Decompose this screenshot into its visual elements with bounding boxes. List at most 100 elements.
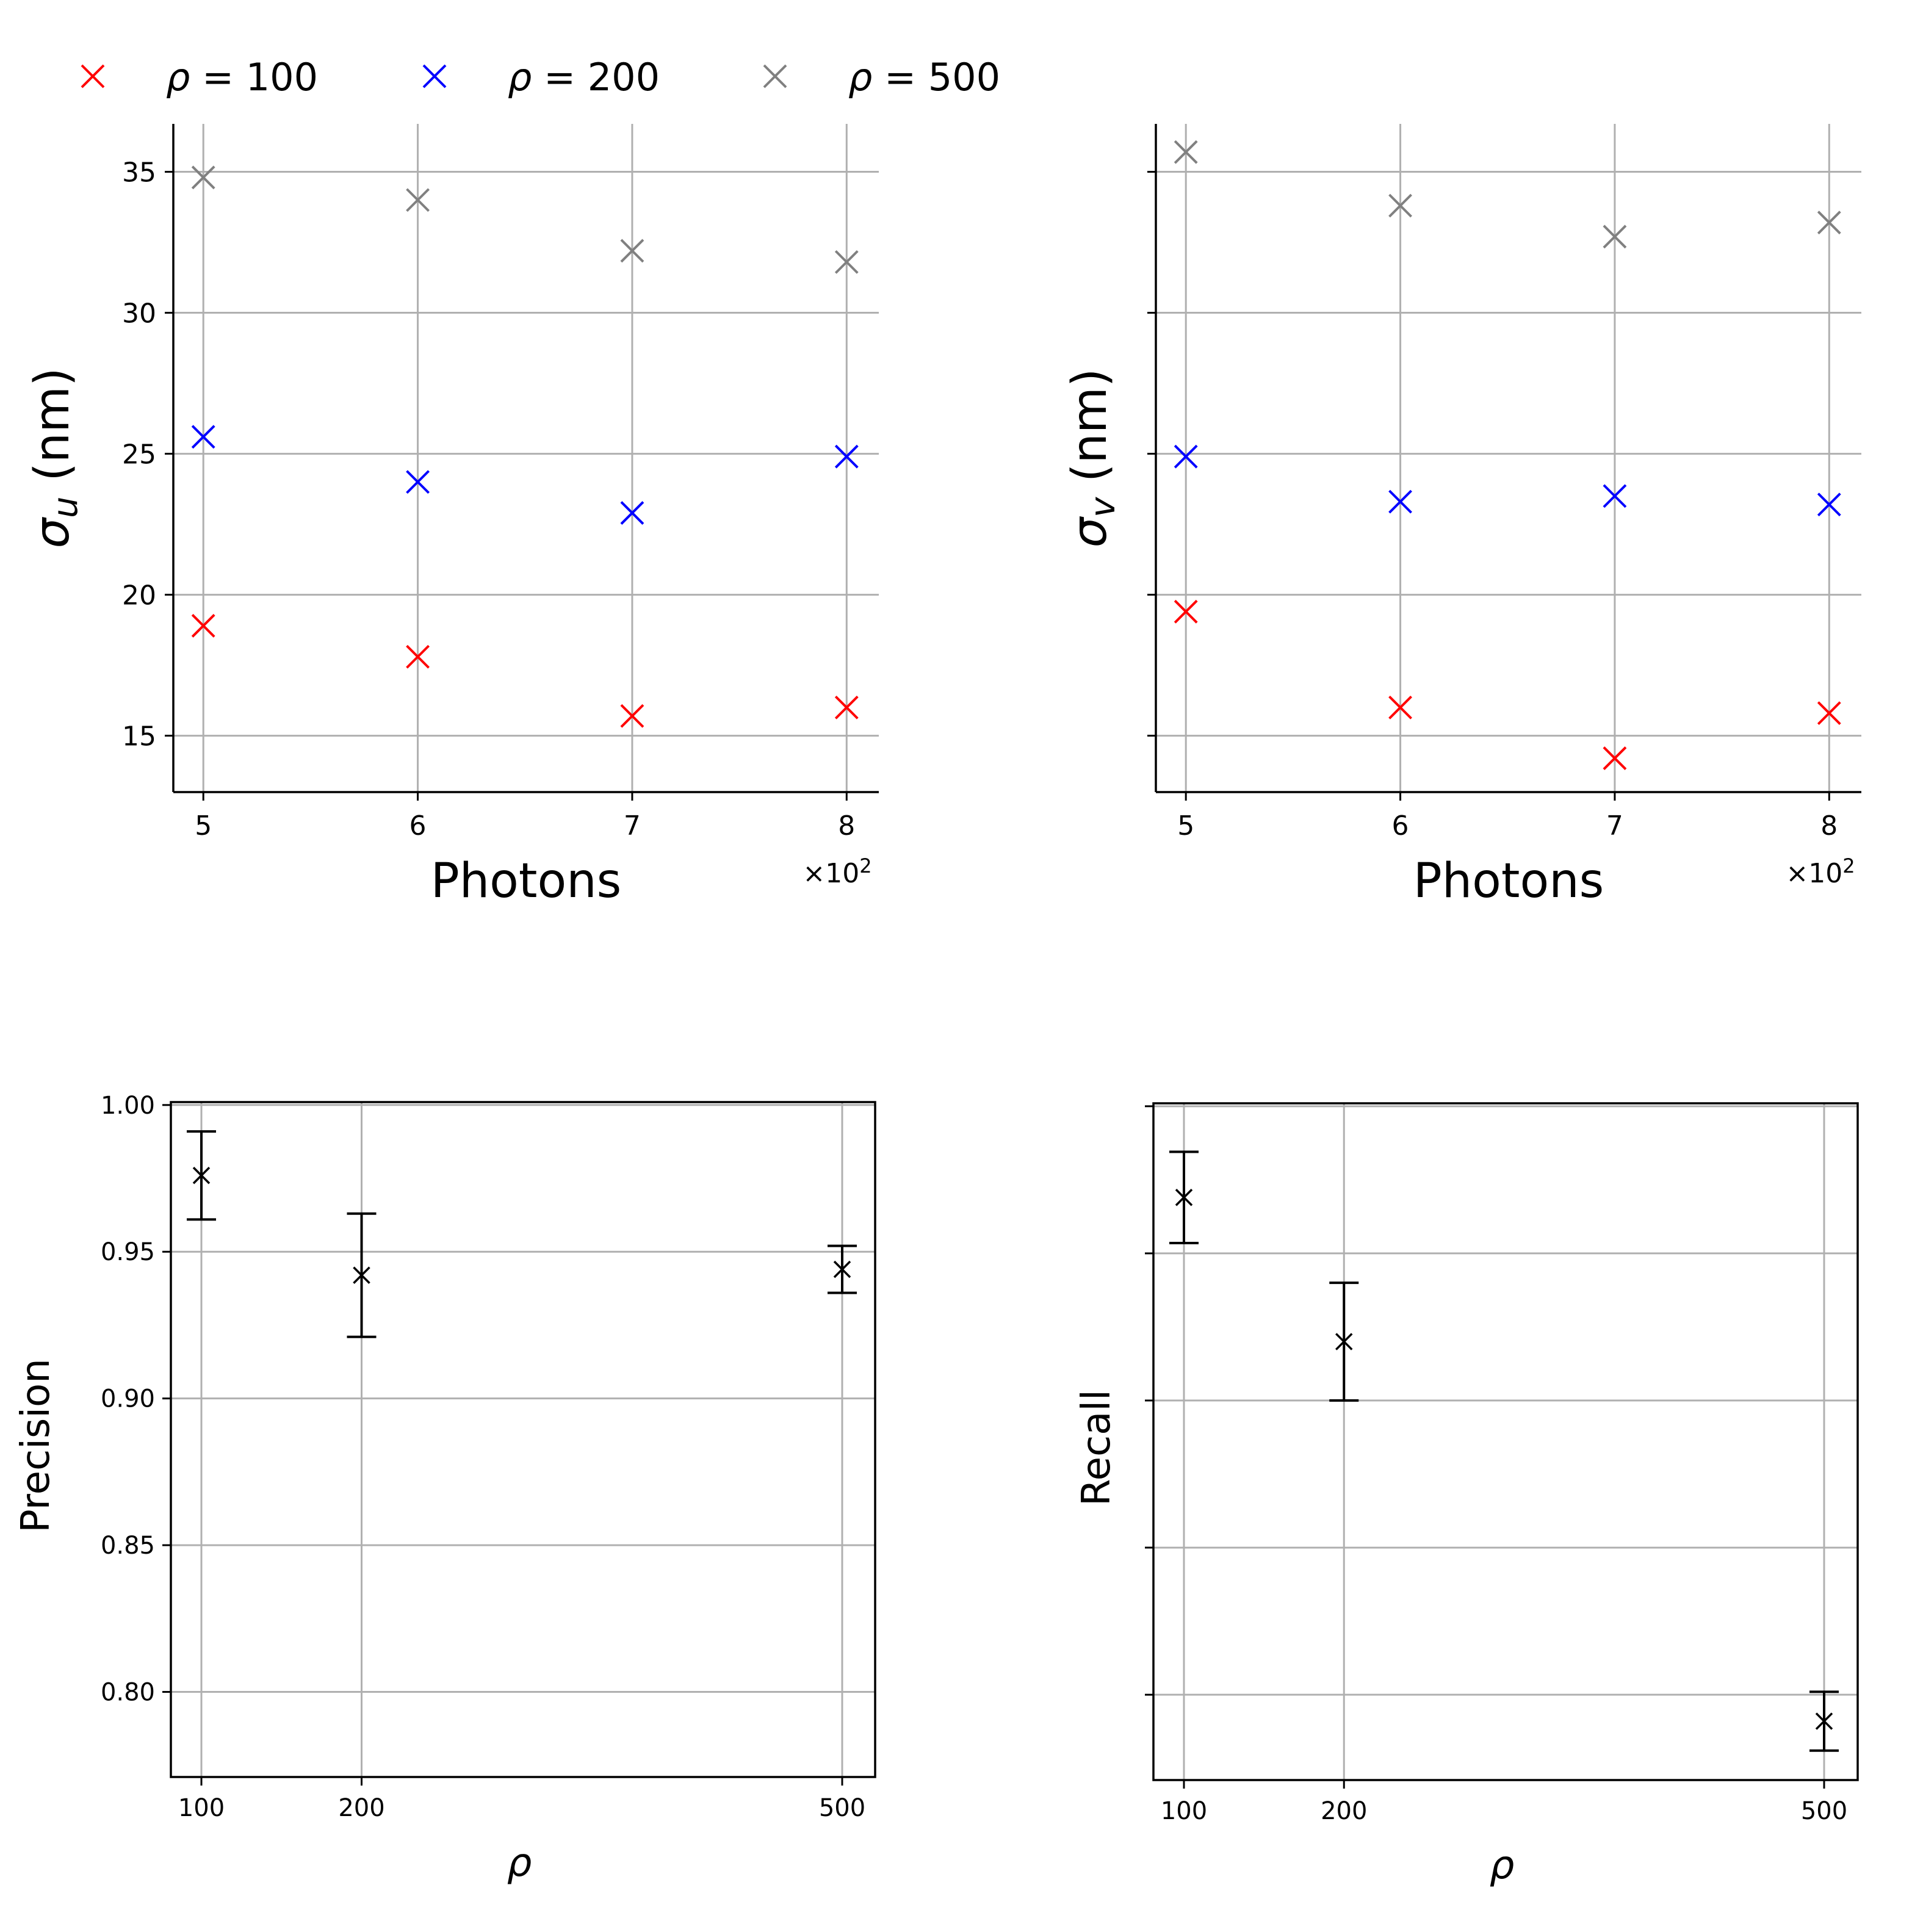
data-point — [1174, 140, 1198, 164]
x-tick-label: 6 — [1392, 810, 1409, 842]
legend-entry: ρ = 500 — [763, 55, 1000, 99]
marker-stroke — [834, 695, 859, 719]
y-tick-label: 20 — [122, 580, 156, 611]
y-tick-label: 30 — [122, 298, 156, 330]
x-tick-label: 200 — [338, 1794, 384, 1822]
y-tick-label: 0.85 — [101, 1532, 155, 1560]
data-point — [834, 695, 859, 719]
y-tick-label: 35 — [122, 157, 156, 189]
x-tick-label: 7 — [1606, 810, 1623, 842]
data-point — [1603, 746, 1627, 770]
plot-frame — [170, 1101, 876, 1778]
y-axis-label: σv (nm) — [1062, 369, 1123, 548]
x-tick-label: 100 — [178, 1794, 225, 1822]
legend: ρ = 100 ρ = 200 ρ = 500 — [81, 55, 1000, 99]
errorbar-point — [1169, 1150, 1199, 1245]
marker-stroke — [763, 64, 787, 88]
precision-errorbar-panel: 100 200 500 0.80 0.85 0.90 0.95 1.00 ρ Precision — [13, 1092, 876, 1886]
legend-label: ρ = 200 — [508, 55, 660, 99]
data-point — [1815, 1712, 1833, 1730]
x-tick-label: 5 — [195, 810, 212, 842]
marker-stroke — [1174, 140, 1198, 164]
y-tick-label: 0.80 — [101, 1679, 155, 1707]
data-point — [620, 501, 644, 525]
data-point — [1174, 444, 1198, 469]
data-point — [1603, 225, 1627, 249]
data-point — [1817, 492, 1841, 517]
legend-label: ρ = 500 — [848, 55, 1000, 99]
marker-stroke — [833, 1260, 851, 1278]
x-tick-label: 8 — [838, 810, 855, 842]
y-axis-label: Precision — [13, 1358, 59, 1533]
sigma-v-scatter-panel: 5 6 7 8 ×102 Photons σv (nm) — [1062, 124, 1861, 909]
data-point — [1388, 695, 1412, 719]
marker-stroke — [191, 613, 215, 638]
marker-stroke — [1335, 1333, 1353, 1350]
x-axis-label: Photons — [1413, 854, 1604, 909]
series — [1174, 140, 1841, 249]
marker-stroke — [192, 1166, 211, 1184]
x-tick-label: 200 — [1321, 1797, 1367, 1825]
errorbar-point — [347, 1212, 377, 1338]
marker-stroke — [834, 444, 859, 469]
legend-label: ρ = 100 — [166, 55, 318, 99]
data-point — [191, 165, 215, 190]
data-point — [191, 425, 215, 449]
data-point — [1175, 1189, 1193, 1206]
x-offset-label: ×102 — [1786, 854, 1855, 889]
x-tick-label: 6 — [409, 810, 427, 842]
x-axis-label: ρ — [1490, 1843, 1515, 1888]
x-axis-label: ρ — [507, 1840, 532, 1886]
legend-entry: ρ = 200 — [422, 55, 660, 99]
x-tick-label: 5 — [1177, 810, 1194, 842]
data-point — [1817, 701, 1841, 726]
data-point — [620, 239, 644, 263]
marker-stroke — [1817, 701, 1841, 726]
y-tick-label: 15 — [122, 721, 156, 752]
data-point — [406, 470, 430, 494]
marker-stroke — [81, 64, 105, 88]
marker-stroke — [620, 239, 644, 263]
errorbar-point — [1809, 1690, 1839, 1752]
marker-stroke — [1174, 444, 1198, 469]
marker-stroke — [834, 250, 859, 274]
series — [191, 613, 859, 728]
series — [1174, 444, 1841, 517]
marker-stroke — [191, 425, 215, 449]
marker-stroke — [1174, 599, 1198, 624]
x-axis-label: Photons — [431, 854, 622, 909]
data-point — [834, 444, 859, 469]
legend-entry: ρ = 100 — [81, 55, 318, 99]
marker-stroke — [620, 501, 644, 525]
data-point — [1817, 211, 1841, 235]
x-tick-label: 8 — [1820, 810, 1838, 842]
y-axis-label: Recall — [1074, 1390, 1119, 1506]
data-point — [833, 1260, 851, 1278]
x-tick-label: 7 — [624, 810, 641, 842]
x-tick-label: 100 — [1161, 1797, 1207, 1825]
marker-stroke — [1603, 484, 1627, 508]
data-point — [192, 1166, 211, 1184]
marker-stroke — [406, 644, 430, 669]
marker-stroke — [406, 470, 430, 494]
marker-stroke — [1603, 746, 1627, 770]
y-tick-label: 25 — [122, 439, 156, 470]
legend-marker — [81, 64, 105, 88]
marker-stroke — [1817, 492, 1841, 517]
legend-marker — [422, 64, 447, 88]
marker-stroke — [191, 165, 215, 190]
marker-stroke — [1388, 489, 1412, 514]
marker-stroke — [1175, 1189, 1193, 1206]
series — [1174, 599, 1841, 770]
data-point — [834, 250, 859, 274]
x-tick-label: 500 — [1801, 1797, 1847, 1825]
y-tick-label: 1.00 — [101, 1092, 155, 1120]
y-tick-label: 0.90 — [101, 1385, 155, 1413]
plot-frame — [1152, 1102, 1859, 1781]
marker-stroke — [1603, 225, 1627, 249]
data-point — [620, 704, 644, 728]
marker-stroke — [353, 1266, 370, 1284]
marker-stroke — [1388, 695, 1412, 719]
series — [191, 165, 859, 274]
